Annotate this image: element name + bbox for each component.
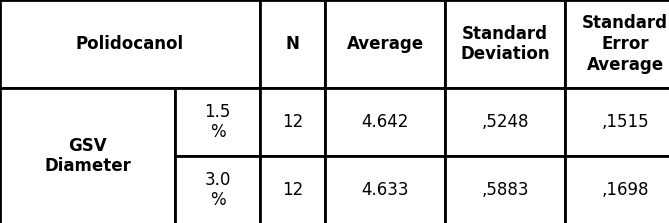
Bar (325, 0, 445, 88)
Bar (0, 88, 175, 223)
Bar (565, 0, 669, 88)
Text: Average: Average (347, 35, 423, 53)
Bar (260, 156, 325, 223)
Bar (325, 156, 445, 223)
Bar (0, 0, 260, 88)
Bar (175, 88, 260, 156)
Text: 12: 12 (282, 181, 303, 199)
Text: ,1515: ,1515 (601, 113, 649, 131)
Text: Standard
Deviation: Standard Deviation (460, 25, 550, 63)
Bar (565, 156, 669, 223)
Bar (260, 88, 325, 156)
Text: 12: 12 (282, 113, 303, 131)
Text: Standard
Error
Average: Standard Error Average (582, 14, 668, 74)
Bar (445, 0, 565, 88)
Bar (445, 88, 565, 156)
Bar (260, 0, 325, 88)
Text: Polidocanol: Polidocanol (76, 35, 184, 53)
Text: 4.633: 4.633 (361, 181, 409, 199)
Text: ,5883: ,5883 (481, 181, 529, 199)
Text: 4.642: 4.642 (361, 113, 409, 131)
Text: 1.5
%: 1.5 % (204, 103, 231, 141)
Bar (565, 88, 669, 156)
Text: ,1698: ,1698 (601, 181, 649, 199)
Bar (175, 156, 260, 223)
Text: ,5248: ,5248 (481, 113, 529, 131)
Bar (445, 156, 565, 223)
Bar (325, 88, 445, 156)
Text: N: N (286, 35, 300, 53)
Text: GSV
Diameter: GSV Diameter (44, 137, 131, 176)
Text: 3.0
%: 3.0 % (204, 171, 231, 209)
